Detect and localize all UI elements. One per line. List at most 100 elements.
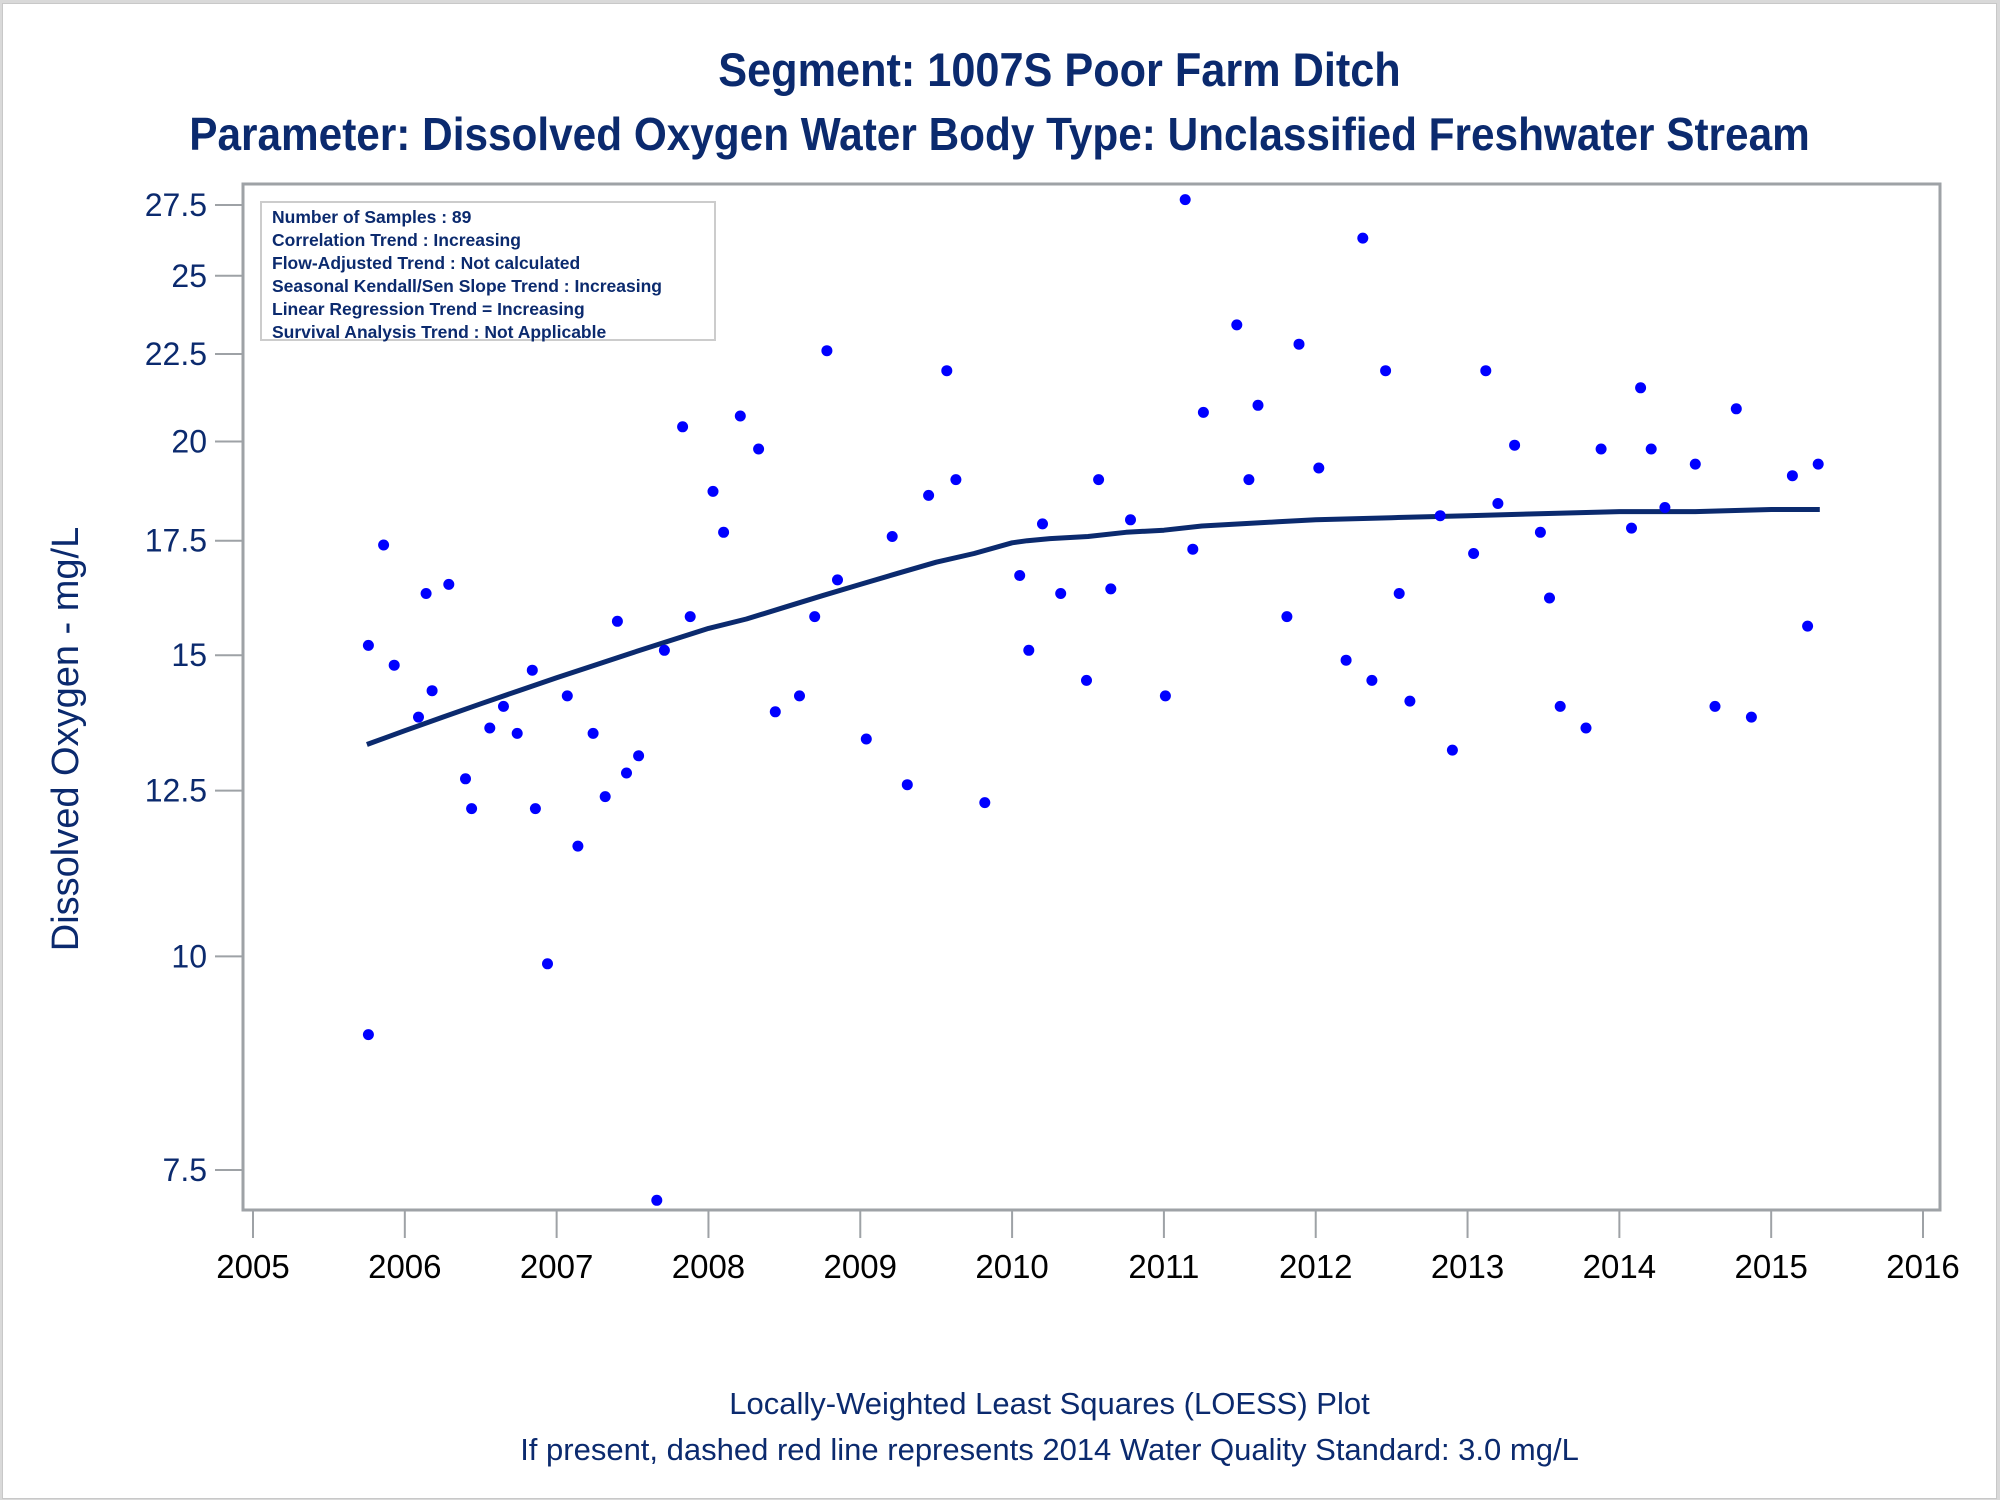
data-point	[1187, 543, 1199, 555]
data-point	[1093, 474, 1105, 486]
data-point	[1231, 319, 1243, 331]
data-point	[1366, 674, 1378, 686]
data-point	[1197, 406, 1209, 418]
data-point	[420, 588, 432, 599]
x-tick-label: 2009	[824, 1248, 897, 1285]
data-point	[1023, 644, 1035, 656]
data-point	[1554, 700, 1566, 712]
chart-frame: Segment: 1007S Poor Farm Ditch Parameter…	[2, 3, 1997, 1499]
data-point	[658, 644, 670, 656]
data-point	[542, 958, 553, 970]
y-tick-label: 10	[171, 938, 207, 974]
loess-line	[366, 507, 1820, 747]
data-point	[1357, 232, 1369, 244]
data-point	[950, 474, 962, 486]
stat-linear-regression-trend: Linear Regression Trend = Increasing	[272, 299, 585, 319]
data-point	[362, 1029, 374, 1041]
data-point	[809, 611, 821, 623]
trend-stats-box: Number of Samples : 89 Correlation Trend…	[260, 201, 716, 342]
chart-subtitle: Parameter: Dissolved Oxygen Water Body T…	[189, 108, 1810, 160]
data-point	[1434, 510, 1446, 522]
data-point	[1492, 498, 1504, 509]
data-point	[1580, 722, 1592, 734]
y-tick-label: 20	[171, 424, 207, 460]
stat-survival-analysis-trend: Survival Analysis Trend : Not Applicable	[272, 322, 607, 342]
data-point	[1544, 592, 1555, 604]
y-tick-label: 22.5	[145, 336, 207, 372]
data-point	[1125, 514, 1136, 526]
data-point	[651, 1194, 663, 1206]
stat-correlation-trend: Correlation Trend : Increasing	[272, 230, 521, 250]
data-point	[753, 443, 765, 455]
data-point	[1595, 443, 1607, 455]
x-tick-label: 2016	[1886, 1248, 1959, 1285]
data-point	[1380, 365, 1392, 377]
data-point	[821, 345, 833, 357]
data-point	[1635, 382, 1647, 394]
data-point	[526, 664, 538, 676]
data-point	[511, 727, 523, 739]
data-point	[621, 767, 632, 779]
data-point	[1105, 583, 1117, 595]
data-point	[1812, 458, 1824, 470]
data-point	[1645, 443, 1657, 455]
data-point	[378, 539, 390, 551]
data-point	[832, 574, 843, 586]
data-point	[901, 779, 913, 791]
data-point	[1730, 403, 1742, 415]
x-tick-label: 2007	[520, 1248, 593, 1285]
data-point	[1081, 674, 1092, 686]
data-point	[1689, 458, 1701, 470]
data-point	[860, 733, 872, 745]
footnote-loess: Locally-Weighted Least Squares (LOESS) P…	[729, 1386, 1370, 1421]
data-point	[1709, 700, 1721, 712]
data-point	[1281, 611, 1293, 623]
x-tick-label: 2005	[216, 1248, 289, 1285]
y-tick-label: 7.5	[163, 1152, 207, 1188]
y-tick-label: 25	[171, 258, 207, 294]
data-point	[1293, 338, 1305, 350]
y-tick-label: 27.5	[145, 187, 207, 223]
data-point	[979, 797, 991, 809]
stat-flow-adjusted-trend: Flow-Adjusted Trend : Not calculated	[272, 253, 581, 273]
data-point	[1014, 570, 1026, 581]
data-point	[484, 722, 496, 734]
data-point	[1179, 194, 1191, 206]
data-point	[1659, 502, 1671, 513]
data-point	[1404, 695, 1416, 707]
data-point	[718, 526, 730, 538]
data-point	[633, 750, 645, 762]
stat-sample-count: Number of Samples : 89	[272, 207, 472, 227]
data-point	[1509, 439, 1521, 451]
x-tick-label: 2012	[1279, 1248, 1352, 1285]
data-point	[734, 410, 746, 422]
data-point	[572, 840, 584, 852]
data-point	[1243, 474, 1255, 486]
x-tick-label: 2013	[1431, 1248, 1504, 1285]
scatter-plot: 7.5 10 12.5 15 17.5 20 22.5 25 27.5 2005 2006 2007 2…	[45, 182, 1960, 1285]
data-point	[1252, 399, 1264, 411]
data-point	[1393, 588, 1405, 599]
data-point	[1037, 518, 1048, 530]
axes: 7.5 10 12.5 15 17.5 20 22.5 25 27.5 2005 2006 2007 2…	[145, 182, 1960, 1285]
data-point	[498, 700, 509, 712]
data-point	[1534, 526, 1546, 538]
data-point	[362, 639, 374, 651]
data-point	[1340, 654, 1352, 666]
y-axis-label: Dissolved Oxygen - mg/L	[45, 527, 87, 952]
data-point	[941, 365, 953, 377]
data-point	[677, 421, 689, 433]
data-point	[413, 711, 424, 723]
data-point	[707, 485, 719, 497]
x-tick-label: 2008	[672, 1248, 745, 1285]
plot-frame	[241, 182, 1942, 1212]
y-tick-label: 17.5	[145, 523, 207, 559]
data-point	[466, 803, 478, 815]
data-point	[794, 690, 805, 702]
data-point	[388, 659, 400, 671]
x-tick-label: 2015	[1734, 1248, 1807, 1285]
y-tick-label: 12.5	[145, 773, 207, 809]
data-point	[426, 685, 438, 697]
x-tick-label: 2014	[1583, 1248, 1656, 1285]
data-point	[529, 803, 541, 815]
